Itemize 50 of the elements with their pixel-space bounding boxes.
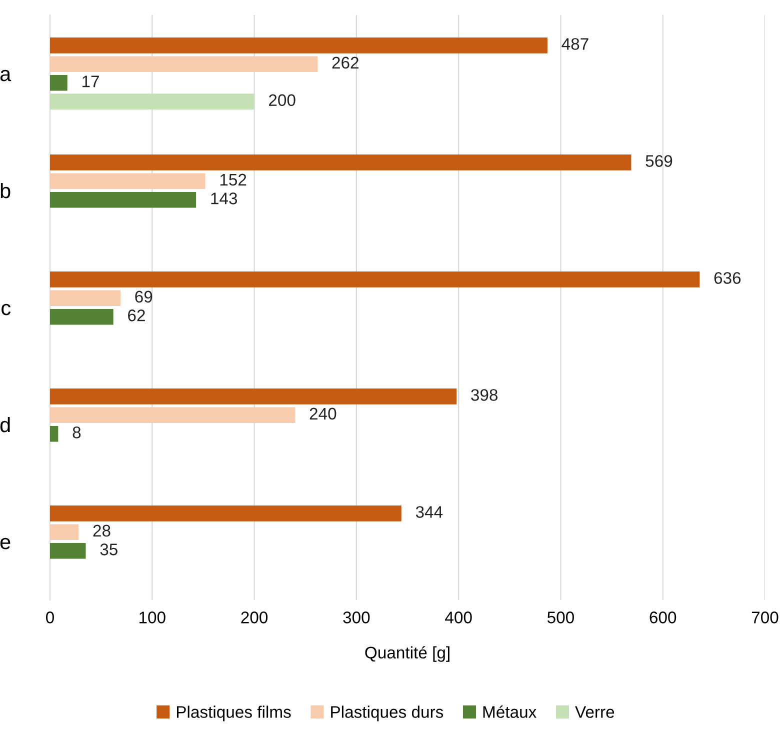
- bar: [50, 308, 114, 325]
- data-label: 636: [714, 272, 741, 284]
- bar: [50, 173, 206, 190]
- bar: [50, 154, 632, 170]
- y-tick-label: e: [0, 538, 10, 550]
- bar: [50, 56, 318, 72]
- bar: [50, 388, 457, 404]
- x-tick-label: 100: [140, 612, 166, 624]
- x-tick-label: 300: [343, 612, 370, 624]
- bar: [50, 38, 548, 54]
- bar: [50, 74, 68, 91]
- data-label: 152: [220, 174, 246, 186]
- data-label: 69: [135, 290, 152, 303]
- bar: [50, 290, 120, 306]
- legend-label: Plastiques films: [176, 706, 291, 722]
- bar: [50, 94, 254, 110]
- data-label: 200: [269, 94, 296, 106]
- data-label: 344: [416, 506, 443, 518]
- x-tick-label: 0: [46, 612, 54, 624]
- x-tick-label: 200: [241, 612, 268, 624]
- data-label: 143: [211, 192, 238, 204]
- data-label: 17: [82, 76, 99, 88]
- y-tick-label: a: [0, 70, 12, 82]
- bar: [50, 524, 79, 540]
- data-label: 28: [93, 524, 110, 537]
- bar: [50, 192, 196, 208]
- data-label: 487: [562, 38, 588, 50]
- x-tick-label: 600: [650, 612, 676, 624]
- data-label: 35: [100, 544, 118, 556]
- data-label: 62: [128, 310, 145, 322]
- bar: [50, 542, 86, 559]
- legend-label: Plastiques durs: [331, 706, 444, 722]
- data-label: 398: [471, 389, 498, 401]
- y-tick-label: c: [2, 304, 11, 316]
- bar: [50, 506, 402, 522]
- bar: [50, 426, 58, 442]
- legend-label: Verre: [575, 706, 614, 718]
- data-label: 240: [310, 408, 336, 420]
- bar: [50, 272, 700, 288]
- y-tick-label: d: [0, 416, 10, 432]
- bar: [50, 407, 296, 424]
- data-label: 569: [646, 155, 672, 167]
- data-label: 262: [332, 56, 358, 69]
- x-tick-label: 400: [445, 612, 472, 624]
- x-tick-label: 500: [547, 612, 574, 624]
- data-label: 8: [72, 426, 81, 438]
- y-tick-label: b: [0, 182, 10, 198]
- legend-label: Métaux: [483, 705, 536, 718]
- x-axis-title: Quantité [g]: [365, 646, 450, 662]
- x-tick-label: 700: [752, 612, 778, 624]
